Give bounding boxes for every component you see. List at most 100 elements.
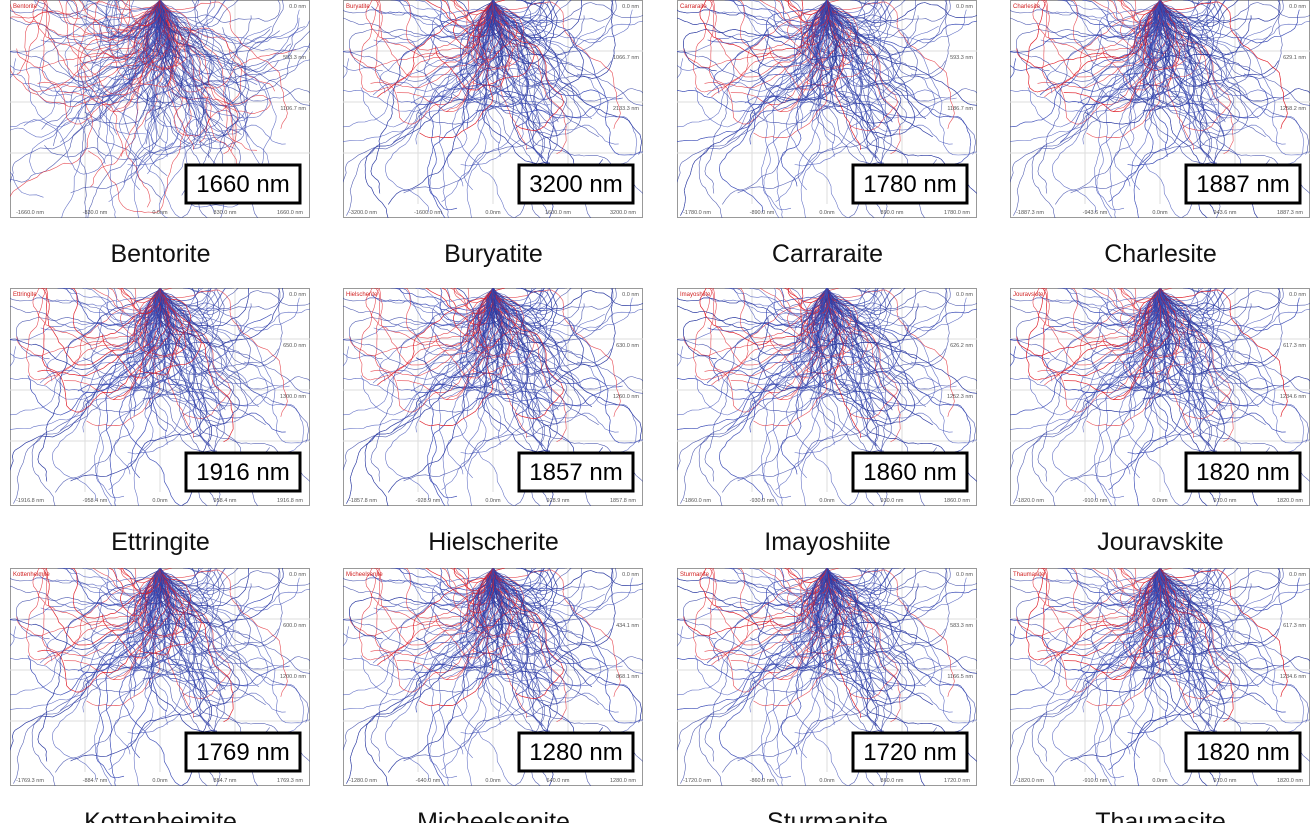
caption: Buryatite [330,240,657,269]
x-tick-label: -860.0 nm [750,778,775,784]
y-tick-label: 617.3 nm [1283,343,1306,349]
y-tick-label: 626.2 nm [950,343,973,349]
depth-label: 1916 nm [196,459,289,486]
x-tick-label: 1887.3 nm [1277,210,1303,216]
y-tick-label: 1252.3 nm [947,394,973,400]
caption: Charlesite [997,240,1311,269]
x-tick-label: 1600.0 nm [545,210,571,216]
x-tick-label: 930.0 nm [881,498,904,504]
y-tick-label: 0.0 nm [289,292,306,298]
x-tick-label: 640.0 nm [547,778,570,784]
y-tick-label: 0.0 nm [289,4,306,10]
x-tick-label: 0.0nm [1152,778,1168,784]
x-tick-label: 3200.0 nm [610,210,636,216]
x-tick-label: 1860.0 nm [944,498,970,504]
y-tick-label: 1260.0 nm [613,394,639,400]
panel-label: Sturmanite [680,572,710,578]
depth-label: 1860 nm [863,459,956,486]
y-tick-label: 1066.7 nm [613,55,639,61]
x-tick-label: -910.0 nm [1083,778,1108,784]
x-tick-label: 0.0nm [819,778,835,784]
panel-label: Bentorite [13,4,38,10]
panel-label: Hielscherite [346,292,378,298]
y-tick-label: 0.0 nm [1289,292,1306,298]
panel-label: Imayoshiite [680,292,711,298]
panel-label: Ettringite [13,292,37,298]
x-tick-label: -1887.3 nm [1016,210,1044,216]
x-tick-label: 0.0nm [1152,210,1168,216]
x-tick-label: -1860.0 nm [683,498,711,504]
caption: Ettringite [0,528,324,557]
y-tick-label: 0.0 nm [1289,4,1306,10]
x-tick-label: -930.0 nm [750,498,775,504]
y-tick-label: 0.0 nm [1289,572,1306,578]
x-tick-label: 1820.0 nm [1277,778,1303,784]
x-tick-label: -1916.8 nm [16,498,44,504]
y-tick-label: 0.0 nm [289,572,306,578]
simulation-panel: Kottenheimite0.0 nm600.0 nm1200.0 nm-176… [10,568,310,786]
x-tick-label: -1280.0 nm [349,778,377,784]
y-tick-label: 0.0 nm [622,4,639,10]
x-tick-label: 910.0 nm [1214,778,1237,784]
depth-label: 1769 nm [196,739,289,766]
simulation-panel: Micheelsenite0.0 nm434.1 nm868.1 nm-1280… [343,568,643,786]
panel-label: Thaumasite [1013,572,1045,578]
x-tick-label: -3200.0 nm [349,210,377,216]
x-tick-label: 0.0nm [152,778,168,784]
caption: Jouravskite [997,528,1311,557]
x-tick-label: 860.0 nm [881,778,904,784]
panel-label: Carraraite [680,4,707,10]
x-tick-label: 958.4 nm [214,498,237,504]
x-tick-label: 910.0 nm [1214,498,1237,504]
figure: Bentorite0.0 nm553.3 nm1106.7 nm-1660.0 … [0,0,1311,823]
x-tick-label: 1916.8 nm [277,498,303,504]
x-tick-label: -943.6 nm [1083,210,1108,216]
simulation-panel: Bentorite0.0 nm553.3 nm1106.7 nm-1660.0 … [10,0,310,218]
depth-label: 1780 nm [863,171,956,198]
y-tick-label: 583.3 nm [950,623,973,629]
y-tick-label: 0.0 nm [956,292,973,298]
x-tick-label: 1769.3 nm [277,778,303,784]
caption: Kottenheimite [0,808,324,823]
x-tick-label: 830.0 nm [214,210,237,216]
simulation-panel: Carraraite0.0 nm593.3 nm1186.7 nm-1780.0… [677,0,977,218]
y-tick-label: 553.3 nm [283,55,306,61]
y-tick-label: 2133.3 nm [613,106,639,112]
simulation-panel: Thaumasite0.0 nm617.3 nm1234.6 nm-1820.0… [1010,568,1310,786]
x-tick-label: 0.0nm [485,778,501,784]
panel-label: Jouravskite [1013,292,1044,298]
caption: Thaumasite [997,808,1311,823]
x-tick-label: 1857.8 nm [610,498,636,504]
depth-label: 1820 nm [1196,459,1289,486]
y-tick-label: 868.1 nm [616,674,639,680]
x-tick-label: -910.0 nm [1083,498,1108,504]
x-tick-label: -1769.3 nm [16,778,44,784]
depth-label: 1280 nm [529,739,622,766]
y-tick-label: 1300.0 nm [280,394,306,400]
caption: Micheelsenite [330,808,657,823]
y-tick-label: 630.0 nm [616,343,639,349]
panel-label: Micheelsenite [346,572,383,578]
y-tick-label: 1258.2 nm [1280,106,1306,112]
caption: Bentorite [0,240,324,269]
y-tick-label: 0.0 nm [622,292,639,298]
x-tick-label: -1600.0 nm [414,210,442,216]
x-tick-label: 1280.0 nm [610,778,636,784]
x-tick-label: 0.0nm [152,498,168,504]
x-tick-label: -1660.0 nm [16,210,44,216]
y-tick-label: 0.0 nm [956,572,973,578]
x-tick-label: 1660.0 nm [277,210,303,216]
x-tick-label: -1857.8 nm [349,498,377,504]
x-tick-label: 0.0nm [819,498,835,504]
y-tick-label: 617.3 nm [1283,623,1306,629]
caption: Hielscherite [330,528,657,557]
y-tick-label: 629.1 nm [1283,55,1306,61]
x-tick-label: -830.0 nm [83,210,108,216]
x-tick-label: 884.7 nm [214,778,237,784]
y-tick-label: 650.0 nm [283,343,306,349]
y-tick-label: 0.0 nm [956,4,973,10]
x-tick-label: 943.6 nm [1214,210,1237,216]
y-tick-label: 0.0 nm [622,572,639,578]
caption: Carraraite [664,240,991,269]
x-tick-label: 0.0nm [152,210,168,216]
